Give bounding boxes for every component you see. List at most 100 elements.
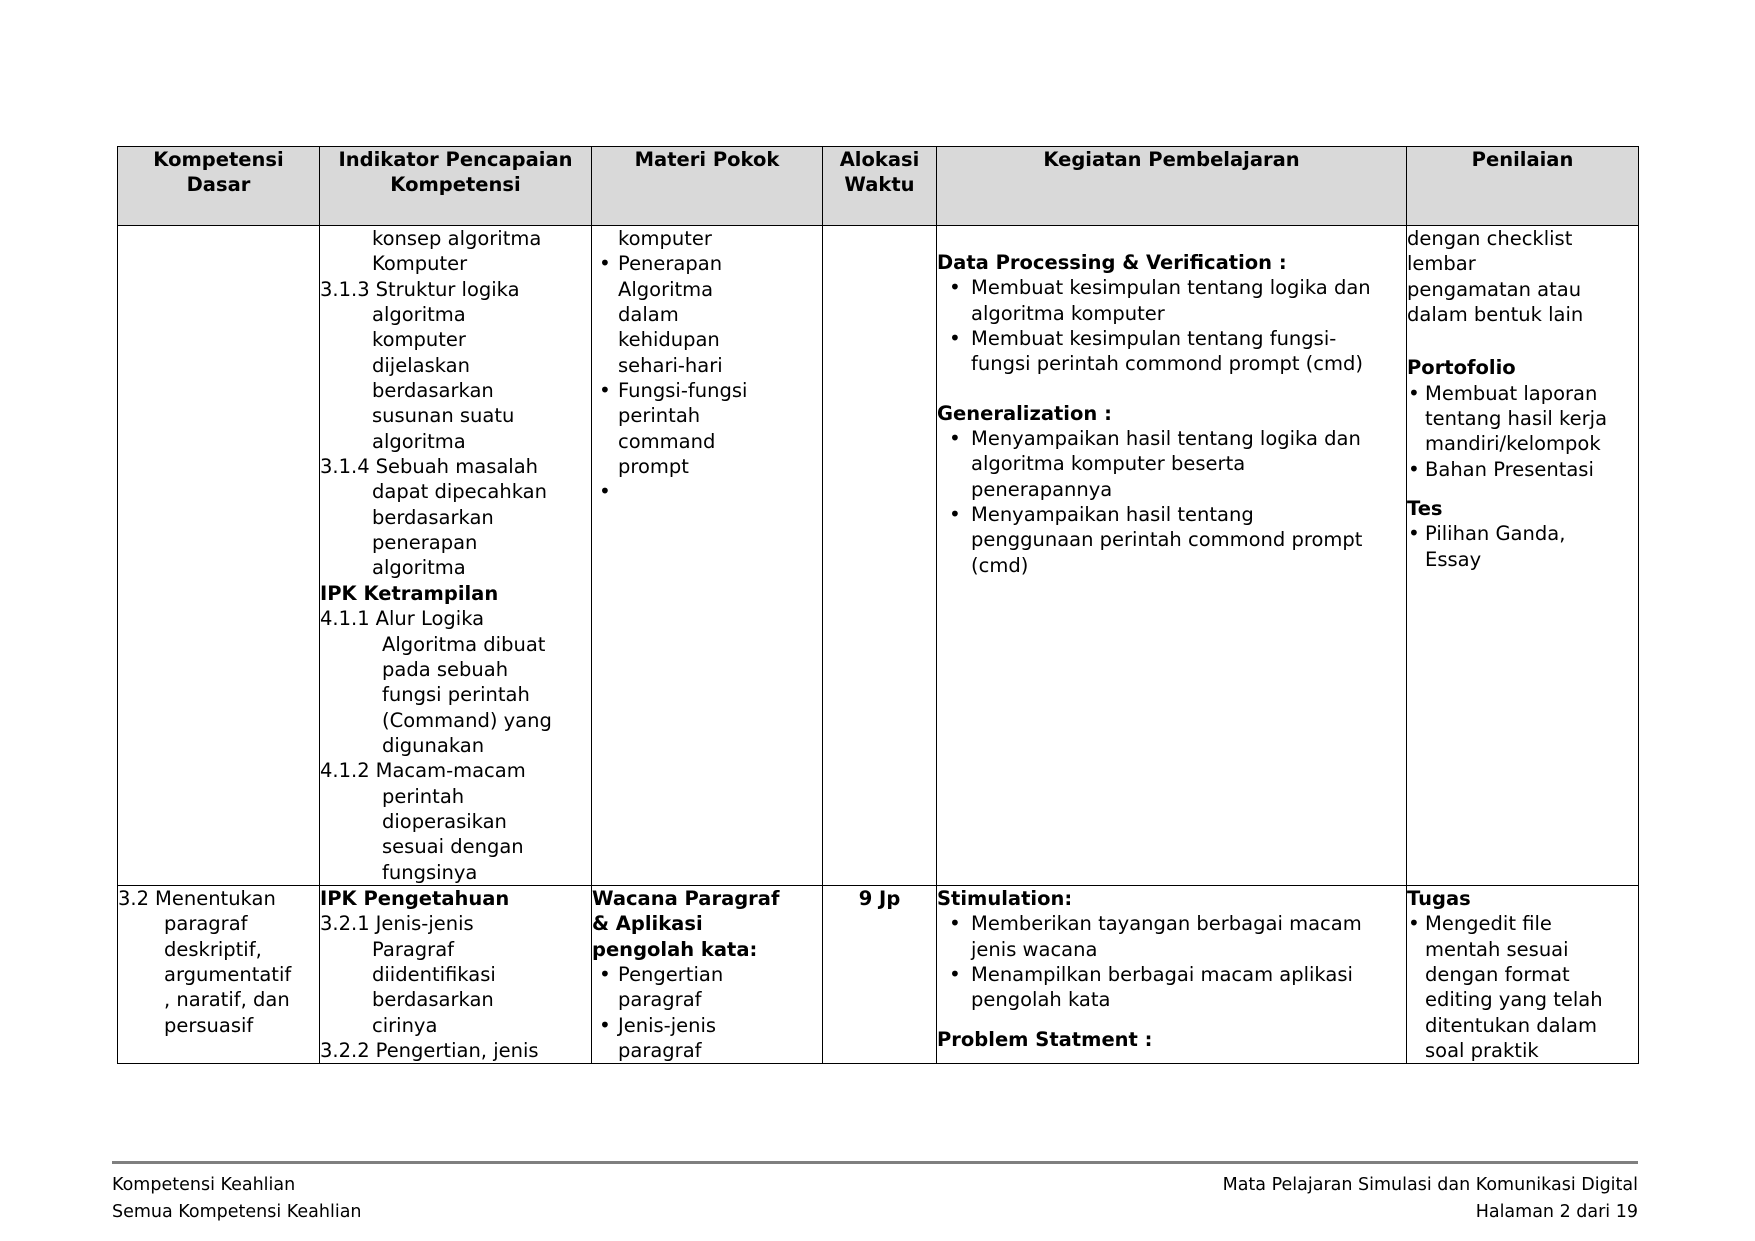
text-line: sehari-hari <box>618 353 723 377</box>
cell-kompetensi-dasar: 3.2 Menentukan paragraf deskriptif, argu… <box>117 884 320 1065</box>
text-line: pada sebuah <box>382 657 509 681</box>
text-line: ditentukan dalam <box>1425 1013 1597 1037</box>
footer-page-number: Halaman 2 dari 19 <box>1475 1202 1638 1223</box>
cell-alokasi-waktu <box>822 225 937 886</box>
cell-kompetensi-dasar <box>117 225 320 886</box>
text-line: Memberikan tayangan berbagai macam <box>971 912 1362 936</box>
header-line-1: Indikator Pencapaian <box>338 148 573 171</box>
text-line: komputer <box>372 328 466 352</box>
materi-heading: Wacana Paragraf & Aplikasi pengolah kata… <box>592 886 822 962</box>
materi-bullet-list: Penerapan Algoritma dalam kehidupan seha… <box>592 250 822 504</box>
text-line: Menyampaikan hasil tentang logika dan <box>971 427 1361 451</box>
cell-materi-pokok: Wacana Paragraf & Aplikasi pengolah kata… <box>591 884 823 1065</box>
text-line: susunan suatu <box>372 404 515 428</box>
text-line: dalam <box>618 303 679 327</box>
numbered-item-3-1-3: 3.1.3 Struktur logika <box>320 277 591 302</box>
item-text: Macam-macam <box>375 759 526 783</box>
subheading-ipk-ketrampilan: IPK Ketrampilan <box>320 581 499 605</box>
text-line: pengolah kata: <box>592 937 758 961</box>
text-line: sesuai dengan <box>382 835 524 859</box>
text-line: kehidupan <box>618 328 720 352</box>
list-item: Pilihan Ganda, Essay <box>1407 520 1638 572</box>
text-line: algoritma <box>372 556 466 580</box>
text-line: perintah <box>382 784 465 808</box>
text-line: lembar <box>1407 252 1476 276</box>
text-line: jenis wacana <box>971 937 1098 961</box>
text-line: Menampilkan berbagai macam aplikasi <box>971 962 1353 986</box>
list-item: Pengertian paragraf <box>592 961 822 1013</box>
text-line: paragraf <box>618 988 702 1012</box>
section-heading-portofolio: Portofolio <box>1407 356 1516 380</box>
item-continuation: Algoritma dibuat pada sebuah fungsi peri… <box>320 632 591 759</box>
spacer <box>1407 482 1638 496</box>
penilaian-bullet-list: Membuat laporan tentang hasil kerja mand… <box>1407 380 1638 482</box>
list-item: Memberikan tayangan berbagai macam jenis… <box>937 910 1406 962</box>
text-line: Mengedit file <box>1425 912 1552 936</box>
column-header-indikator-pencapaian-kompetensi: Indikator Pencapaian Kompetensi <box>319 146 592 226</box>
text-line: Menyampaikan hasil tentang <box>971 503 1254 527</box>
numbered-item-4-1-1: 4.1.1 Alur Logika <box>320 606 591 631</box>
numbered-item-3-2-1: 3.2.1 Jenis-jenis <box>320 911 591 936</box>
footer-divider <box>112 1161 1638 1164</box>
text-line: algoritma <box>372 303 466 327</box>
text-line: dengan format <box>1425 962 1570 986</box>
text-line: Membuat laporan <box>1425 381 1598 405</box>
continued-text: dengan checklist lembar pengamatan atau … <box>1407 226 1638 327</box>
section-heading-data-processing: Data Processing & Verification : <box>937 251 1287 274</box>
text-line: mandiri/kelompok <box>1425 432 1601 456</box>
item-text: Jenis-jenis <box>375 912 474 936</box>
item-continuation: paragraf deskriptif, argumentatif , nara… <box>118 911 319 1038</box>
header-line-1: Kompetensi <box>153 148 284 171</box>
text-line: perintah <box>618 404 701 428</box>
text-line: Jenis-jenis <box>618 1013 717 1037</box>
text-line: konsep algoritma <box>372 227 542 250</box>
text-line: mentah sesuai <box>1425 937 1569 961</box>
text-line: prompt <box>618 455 689 479</box>
text-line: dioperasikan <box>382 809 507 833</box>
text-line: cirinya <box>372 1013 438 1037</box>
text-line: Bahan Presentasi <box>1425 457 1594 481</box>
item-number: 3.1.4 <box>320 455 370 479</box>
table-row: 3.2 Menentukan paragraf deskriptif, argu… <box>117 884 1639 1065</box>
text-line: berdasarkan <box>372 379 494 403</box>
text-line: paragraf <box>164 912 248 936</box>
cell-penilaian: Tugas Mengedit file mentah sesuai dengan… <box>1406 884 1639 1065</box>
cell-kegiatan-pembelajaran: Data Processing & Verification : Membuat… <box>936 225 1407 886</box>
text-line: , naratif, dan <box>164 988 290 1012</box>
spacer <box>937 377 1406 401</box>
text-line: penggunaan perintah commond prompt <box>971 528 1363 552</box>
text-line: pengolah kata <box>971 988 1111 1012</box>
list-item: Fungsi-fungsi perintah command prompt <box>592 377 822 479</box>
table-row: konsep algoritma Komputer 3.1.3 Struktur… <box>117 225 1639 886</box>
text-line: fungsinya <box>382 860 478 884</box>
text-line: Essay <box>1425 547 1482 571</box>
numbered-item-4-1-2: 4.1.2 Macam-macam <box>320 758 591 783</box>
text-line: editing yang telah <box>1425 988 1603 1012</box>
spacer <box>937 226 1406 250</box>
numbered-item-3-2-2: 3.2.2 Pengertian, jenis <box>320 1038 591 1063</box>
cell-materi-pokok: komputer Penerapan Algoritma dalam kehid… <box>591 225 823 886</box>
text-line: digunakan <box>382 733 485 757</box>
text-line: (cmd) <box>971 553 1029 577</box>
spacer <box>1407 327 1638 355</box>
numbered-item-3-1-4: 3.1.4 Sebuah masalah <box>320 454 591 479</box>
item-continuation: Paragraf diidentifikasi berdasarkan ciri… <box>320 937 591 1038</box>
item-number: 4.1.2 <box>320 759 370 783</box>
text-line: dalam bentuk lain <box>1407 303 1584 327</box>
table-header-row: Kompetensi Dasar Indikator Pencapaian Ko… <box>117 146 1639 226</box>
text-line: penerapannya <box>971 477 1113 501</box>
text-line: Membuat kesimpulan tentang fungsi- <box>971 327 1337 351</box>
header-line-1: Alokasi <box>839 148 920 171</box>
item-text: Alur Logika <box>375 607 485 631</box>
list-item: Membuat kesimpulan tentang fungsi- fungs… <box>937 325 1406 377</box>
column-header-materi-pokok: Materi Pokok <box>591 146 823 226</box>
text-line: penerapan <box>372 531 478 555</box>
item-continuation: algoritma komputer dijelaskan berdasarka… <box>320 302 591 454</box>
item-number: 3.1.3 <box>320 277 370 301</box>
kegiatan-bullet-list: Menyampaikan hasil tentang logika dan al… <box>937 425 1406 578</box>
footer-left-line-2: Semua Kompetensi Keahlian <box>112 1202 362 1223</box>
text-line: berdasarkan <box>372 505 494 529</box>
text-line: Fungsi-fungsi <box>618 379 748 403</box>
text-line: berdasarkan <box>372 988 494 1012</box>
